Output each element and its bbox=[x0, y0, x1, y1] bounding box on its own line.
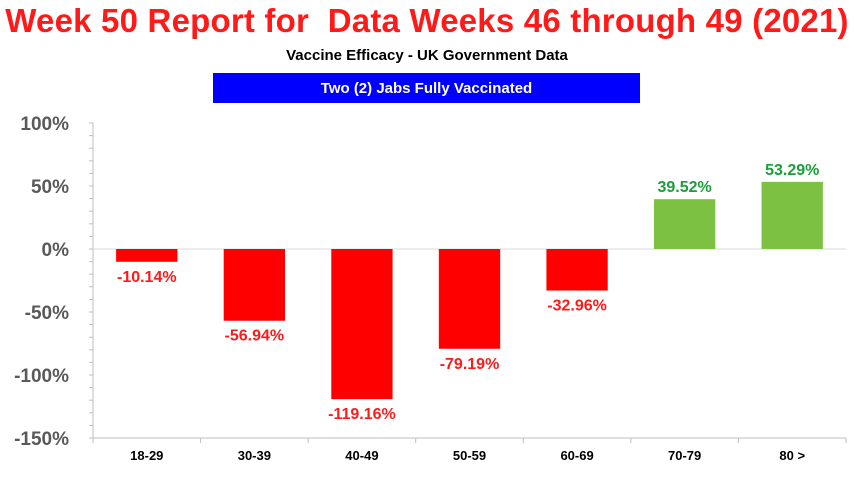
bar-40-49 bbox=[331, 249, 393, 400]
x-tick-label: 70-79 bbox=[668, 448, 701, 463]
x-tick-label: 80 > bbox=[779, 448, 805, 463]
data-label: -10.14% bbox=[117, 269, 177, 286]
bar-60-69 bbox=[546, 249, 608, 291]
bar-layer bbox=[116, 181, 823, 400]
y-tick-label: 100% bbox=[20, 114, 69, 135]
dose-banner: Two (2) Jabs Fully Vaccinated bbox=[213, 73, 640, 103]
x-tick-label: 30-39 bbox=[238, 448, 271, 463]
chart-subtitle: Vaccine Efficacy - UK Government Data bbox=[286, 47, 568, 64]
x-tick-label: 50-59 bbox=[453, 448, 486, 463]
y-tick-label: 50% bbox=[31, 177, 69, 198]
data-label: -32.96% bbox=[547, 298, 607, 315]
chart-title: Week 50 Report for Data Weeks 46 through… bbox=[5, 2, 849, 39]
x-tick-label: 40-49 bbox=[345, 448, 378, 463]
label-layer: 18-29 -10.14% 30-39 -56.94% 40-49 -119.16% 50-… bbox=[117, 162, 819, 463]
dose-banner-label: Two (2) Jabs Fully Vaccinated bbox=[320, 79, 533, 97]
data-label: -119.16% bbox=[328, 406, 396, 423]
y-tick-label: -50% bbox=[25, 303, 69, 324]
bar-80 bbox=[761, 181, 823, 249]
bar-50-59 bbox=[438, 249, 501, 349]
bar-18-29 bbox=[116, 249, 178, 262]
data-label: 39.52% bbox=[658, 179, 712, 196]
data-label: -79.19% bbox=[440, 356, 500, 373]
y-tick-label: -150% bbox=[14, 429, 69, 450]
x-tick-label: 60-69 bbox=[560, 448, 593, 463]
y-tick-label: 0% bbox=[42, 240, 70, 261]
data-label: 53.29% bbox=[765, 162, 819, 179]
bar-30-39 bbox=[223, 249, 286, 321]
y-tick-label: -100% bbox=[14, 366, 69, 387]
data-label: -56.94% bbox=[225, 328, 285, 345]
x-tick-label: 18-29 bbox=[130, 448, 163, 463]
bar-70-79 bbox=[653, 199, 716, 249]
